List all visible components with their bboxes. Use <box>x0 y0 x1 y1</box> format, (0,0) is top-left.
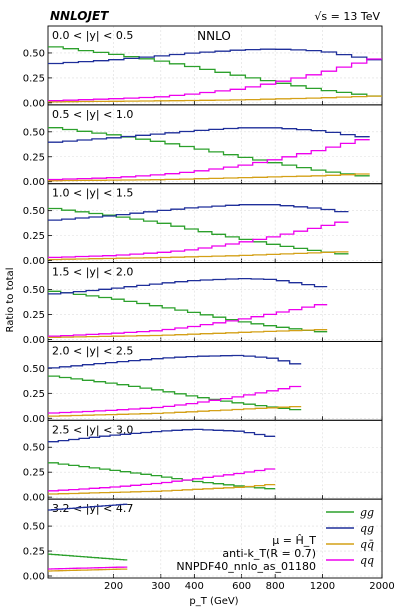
y-tick-label: 0.50 <box>23 48 45 59</box>
x-tick-label: 400 <box>185 581 204 592</box>
panel-3: 0.00 0.25 0.50 1.0 < |y| < 1.5 <box>23 183 383 267</box>
panel-frame <box>47 498 383 579</box>
y-tick-label: 0.00 <box>23 493 45 504</box>
y-tick-label: 0.25 <box>23 468 45 479</box>
series-qq-line <box>48 566 128 570</box>
series-qqbar-line <box>48 329 328 338</box>
x-tick-label: 600 <box>232 581 251 592</box>
info-box: μ = Ĥ_T anti-k_T(R = 0.7) NNPDF40_nnlo_a… <box>176 534 316 573</box>
generator-label: NNLOJET <box>50 9 109 23</box>
panels: 0.000.250.500.0 < |y| < 0.50.000.250.500… <box>23 25 395 592</box>
energy-label: √s = 13 TeV <box>314 10 380 23</box>
y-tick-label: 0.50 <box>23 443 45 454</box>
y-tick-label: 0.50 <box>23 206 45 217</box>
y-tick-label: 0.00 <box>23 98 45 109</box>
panel-5: 0.00 0.25 0.50 2.0 < |y| < 2.5 <box>23 340 383 425</box>
series-qg-line <box>48 204 349 221</box>
series-gg-line <box>48 553 128 561</box>
series-qqbar-line <box>48 405 302 417</box>
panel-label: 1.0 < |y| < 1.5 <box>52 187 133 200</box>
series-qqbar-line <box>48 251 349 261</box>
series-qg-line <box>48 428 276 443</box>
y-tick-label: 0.25 <box>23 73 45 84</box>
legend: gg qg qq̄ qq <box>326 506 374 567</box>
series-gg-line <box>48 207 349 255</box>
panel-label: 1.5 < |y| < 2.0 <box>52 266 133 279</box>
pdf-label: NNPDF40_nnlo_as_01180 <box>176 560 316 573</box>
series-qg-line <box>48 277 328 295</box>
series-qq-line <box>48 139 370 181</box>
series-qqbar-line <box>48 95 382 103</box>
series-qg-line <box>48 48 382 65</box>
y-tick-label: 0.50 <box>23 364 45 375</box>
series-gg-line <box>48 46 382 97</box>
y-tick-label: 0.25 <box>23 231 45 242</box>
series-qq-line <box>48 221 349 259</box>
series-qqbar-line <box>48 483 276 495</box>
panel-1: 0.00 0.25 0.50 0.0 < |y| < 0.5 <box>23 25 383 109</box>
x-tick-label: 1200 <box>310 581 335 592</box>
y-tick-label: 0.00 <box>23 256 45 267</box>
y-tick-label: 0.25 <box>23 310 45 321</box>
y-tick-label: 0.50 <box>23 127 45 138</box>
series-qg-line <box>48 354 302 369</box>
panel-label: 0.5 < |y| < 1.0 <box>52 108 133 121</box>
x-tick-label: 2000 <box>369 581 394 592</box>
panel-label: 2.5 < |y| < 3.0 <box>52 423 133 436</box>
x-tick-label: 200 <box>104 581 123 592</box>
series-qqbar-line <box>48 568 128 572</box>
series-gg-line <box>48 462 276 490</box>
series-qq-line <box>48 304 328 337</box>
series-gg-line <box>48 375 302 411</box>
scale-label: μ = Ĥ_T <box>272 534 316 547</box>
y-tick-label: 0.00 <box>23 335 45 346</box>
y-tick-label: 0.25 <box>23 547 45 558</box>
x-tick-label: 800 <box>266 581 285 592</box>
panel-label: 2.0 < |y| < 2.5 <box>52 344 133 357</box>
algorithm-label: anti-k_T(R = 0.7) <box>222 547 316 560</box>
series-qq-line <box>48 58 382 102</box>
order-label: NNLO <box>197 29 231 43</box>
y-tick-label: 0.25 <box>23 152 45 163</box>
x-tick-label: 300 <box>151 581 170 592</box>
series-qqbar-line <box>48 173 370 182</box>
legend-label-gg: gg <box>360 506 374 519</box>
y-tick-label: 0.50 <box>23 285 45 296</box>
series-qg-line <box>48 503 128 511</box>
series-qq-line <box>48 468 276 492</box>
x-axis-label: p_T (GeV) <box>189 596 238 607</box>
y-tick-label: 0.50 <box>23 522 45 533</box>
panel-label: 0.0 < |y| < 0.5 <box>52 29 133 42</box>
y-axis-label: Ratio to total <box>5 268 16 333</box>
legend-label-qqbar: qq̄ <box>360 538 374 551</box>
series-gg-line <box>48 127 370 177</box>
panel-2: 0.00 0.25 0.50 0.5 < |y| < 1.0 <box>23 104 383 188</box>
panel-4: 0.00 0.25 0.50 1.5 < |y| < 2.0 <box>23 262 383 346</box>
y-tick-label: 0.00 <box>23 572 45 583</box>
y-tick-label: 0.25 <box>23 389 45 400</box>
y-tick-label: 0.00 <box>23 414 45 425</box>
legend-label-qg: qg <box>360 522 374 535</box>
legend-label-qq: qq <box>360 554 374 567</box>
y-tick-label: 0.00 <box>23 177 45 188</box>
series-gg-line <box>48 290 328 333</box>
series-qg-line <box>48 127 370 143</box>
panel-6: 0.00 0.25 0.50 2.5 < |y| < 3.0 <box>23 419 383 504</box>
series-qq-line <box>48 385 302 414</box>
